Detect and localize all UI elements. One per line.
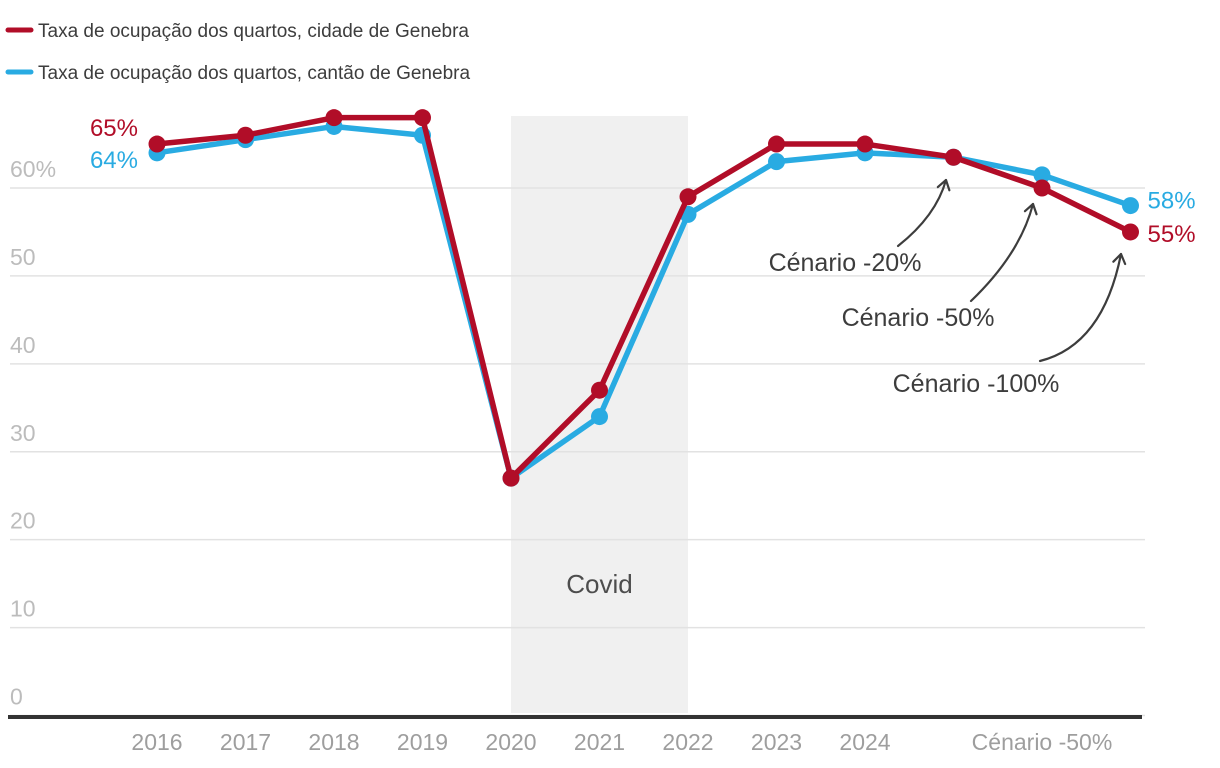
data-point xyxy=(679,188,697,206)
start-value-label: 64% xyxy=(90,147,138,174)
y-tick-label: 20 xyxy=(10,508,36,534)
data-point xyxy=(768,153,785,171)
data-point xyxy=(591,381,608,399)
legend: Taxa de ocupação dos quartos, cidade de … xyxy=(5,21,470,84)
data-point xyxy=(148,135,166,153)
data-point xyxy=(1033,166,1051,184)
y-tick-label: 0 xyxy=(10,684,23,710)
y-tick-label: 40 xyxy=(10,332,36,358)
series-group: 64% 58% 65% 55% xyxy=(90,109,1196,487)
x-tick-label: 2024 xyxy=(839,729,890,755)
x-tick-label: Cénario -50% xyxy=(972,729,1113,755)
y-tick-label: 60% xyxy=(10,156,56,182)
y-axis-labels: 60% 50 40 30 20 10 0 xyxy=(10,156,56,710)
data-point xyxy=(856,135,874,153)
x-tick-label: 2017 xyxy=(220,729,271,755)
x-tick-label: 2016 xyxy=(131,729,182,755)
covid-band-label: Covid xyxy=(566,569,632,599)
annotation-arrow-icon xyxy=(969,202,1038,303)
legend-label-cidade: Taxa de ocupação dos quartos, cidade de … xyxy=(38,21,469,42)
legend-item-cidade: Taxa de ocupação dos quartos, cidade de … xyxy=(5,21,469,42)
data-point xyxy=(1122,223,1139,241)
data-point xyxy=(237,126,254,144)
x-tick-label: 2020 xyxy=(485,729,536,755)
annotation-arrow-icon xyxy=(1038,252,1127,363)
annotations-group: Cénario -20% Cénario -50% Cénario -100% xyxy=(769,178,1127,398)
legend-label-cantao: Taxa de ocupação dos quartos, cantão de … xyxy=(38,63,470,84)
annotation-label: Cénario -50% xyxy=(842,304,995,332)
series-line-cidade xyxy=(154,114,1134,481)
x-tick-label: 2022 xyxy=(662,729,713,755)
data-point xyxy=(1122,197,1139,215)
end-value-label: 55% xyxy=(1148,221,1196,248)
x-tick-label: 2021 xyxy=(574,729,625,755)
start-value-label: 65% xyxy=(90,115,138,142)
series-cidade: 65% 55% xyxy=(90,109,1196,487)
data-point xyxy=(325,109,343,127)
legend-item-cantao: Taxa de ocupação dos quartos, cantão de … xyxy=(5,63,470,84)
data-point xyxy=(502,469,520,487)
x-axis-labels: 2016 2017 2018 2019 2020 2021 2022 2023 2024 Céna… xyxy=(131,729,1112,755)
annotation-label: Cénario -20% xyxy=(769,249,922,277)
x-tick-label: 2023 xyxy=(751,729,802,755)
y-tick-label: 50 xyxy=(10,244,36,270)
data-point xyxy=(1033,179,1051,197)
y-tick-label: 30 xyxy=(10,420,36,446)
x-tick-label: 2018 xyxy=(308,729,359,755)
data-point xyxy=(591,408,608,426)
annotation-label: Cénario -100% xyxy=(893,370,1060,398)
data-point xyxy=(414,109,431,127)
annotation-arrow-icon xyxy=(896,178,951,248)
data-point xyxy=(768,135,785,153)
x-tick-label: 2019 xyxy=(397,729,448,755)
data-point xyxy=(945,148,962,166)
y-tick-label: 10 xyxy=(10,596,36,622)
end-value-label: 58% xyxy=(1148,188,1196,215)
